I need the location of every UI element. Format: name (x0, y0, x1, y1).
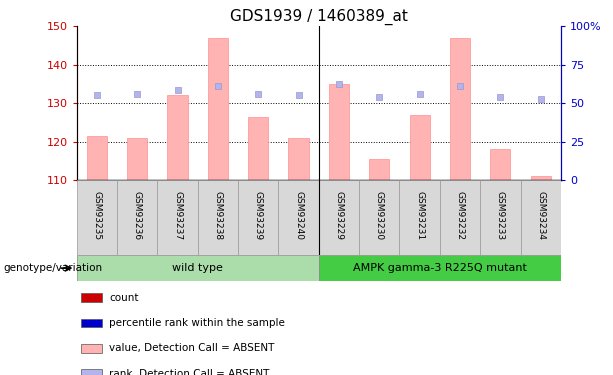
Bar (167, 96, 188, 180)
Bar (127, 138, 147, 180)
Text: GSM93231: GSM93231 (415, 191, 424, 240)
Bar (490, 149, 511, 180)
Bar (319, 180, 359, 255)
Text: GSM93232: GSM93232 (455, 191, 465, 240)
Bar (77, 255, 319, 281)
Point (334, 81, 344, 87)
Bar (158, 180, 197, 255)
Text: wild type: wild type (172, 263, 223, 273)
Bar (329, 84, 349, 180)
Bar (86, 136, 107, 180)
Bar (82, 344, 102, 353)
Bar (359, 180, 400, 255)
Bar (278, 180, 319, 255)
Bar (82, 369, 102, 375)
Text: GSM93237: GSM93237 (173, 191, 182, 240)
Bar (319, 255, 561, 281)
Bar (208, 38, 228, 180)
Bar (82, 293, 102, 302)
Bar (409, 115, 430, 180)
Bar (289, 138, 309, 180)
Point (375, 94, 384, 100)
Bar (369, 159, 389, 180)
Point (213, 83, 223, 89)
Text: count: count (109, 292, 139, 303)
Point (253, 90, 263, 96)
Text: GSM93240: GSM93240 (294, 191, 303, 240)
Text: GSM93233: GSM93233 (496, 191, 505, 240)
Point (415, 90, 425, 96)
Bar (82, 318, 102, 327)
Text: AMPK gamma-3 R225Q mutant: AMPK gamma-3 R225Q mutant (353, 263, 527, 273)
Bar (480, 180, 520, 255)
Point (455, 83, 465, 89)
Text: GSM93236: GSM93236 (132, 191, 142, 240)
Point (294, 93, 303, 99)
Text: GSM93235: GSM93235 (93, 191, 101, 240)
Bar (531, 176, 551, 180)
Text: GSM93229: GSM93229 (335, 191, 343, 240)
Bar (450, 38, 470, 180)
Bar (400, 180, 440, 255)
Bar (248, 117, 268, 180)
Text: GSM93238: GSM93238 (213, 191, 223, 240)
Point (536, 96, 546, 102)
Bar (440, 180, 480, 255)
Text: GSM93234: GSM93234 (536, 191, 545, 240)
Text: genotype/variation: genotype/variation (3, 263, 102, 273)
Title: GDS1939 / 1460389_at: GDS1939 / 1460389_at (230, 9, 408, 25)
Text: rank, Detection Call = ABSENT: rank, Detection Call = ABSENT (109, 369, 270, 375)
Point (495, 94, 505, 100)
Text: value, Detection Call = ABSENT: value, Detection Call = ABSENT (109, 343, 275, 353)
Point (132, 90, 142, 96)
Bar (77, 180, 117, 255)
Text: GSM93239: GSM93239 (254, 191, 263, 240)
Text: percentile rank within the sample: percentile rank within the sample (109, 318, 285, 328)
Bar (197, 180, 238, 255)
Bar (238, 180, 278, 255)
Text: GSM93230: GSM93230 (375, 191, 384, 240)
Bar (520, 180, 561, 255)
Bar (117, 180, 158, 255)
Point (92, 93, 102, 99)
Point (173, 87, 183, 93)
